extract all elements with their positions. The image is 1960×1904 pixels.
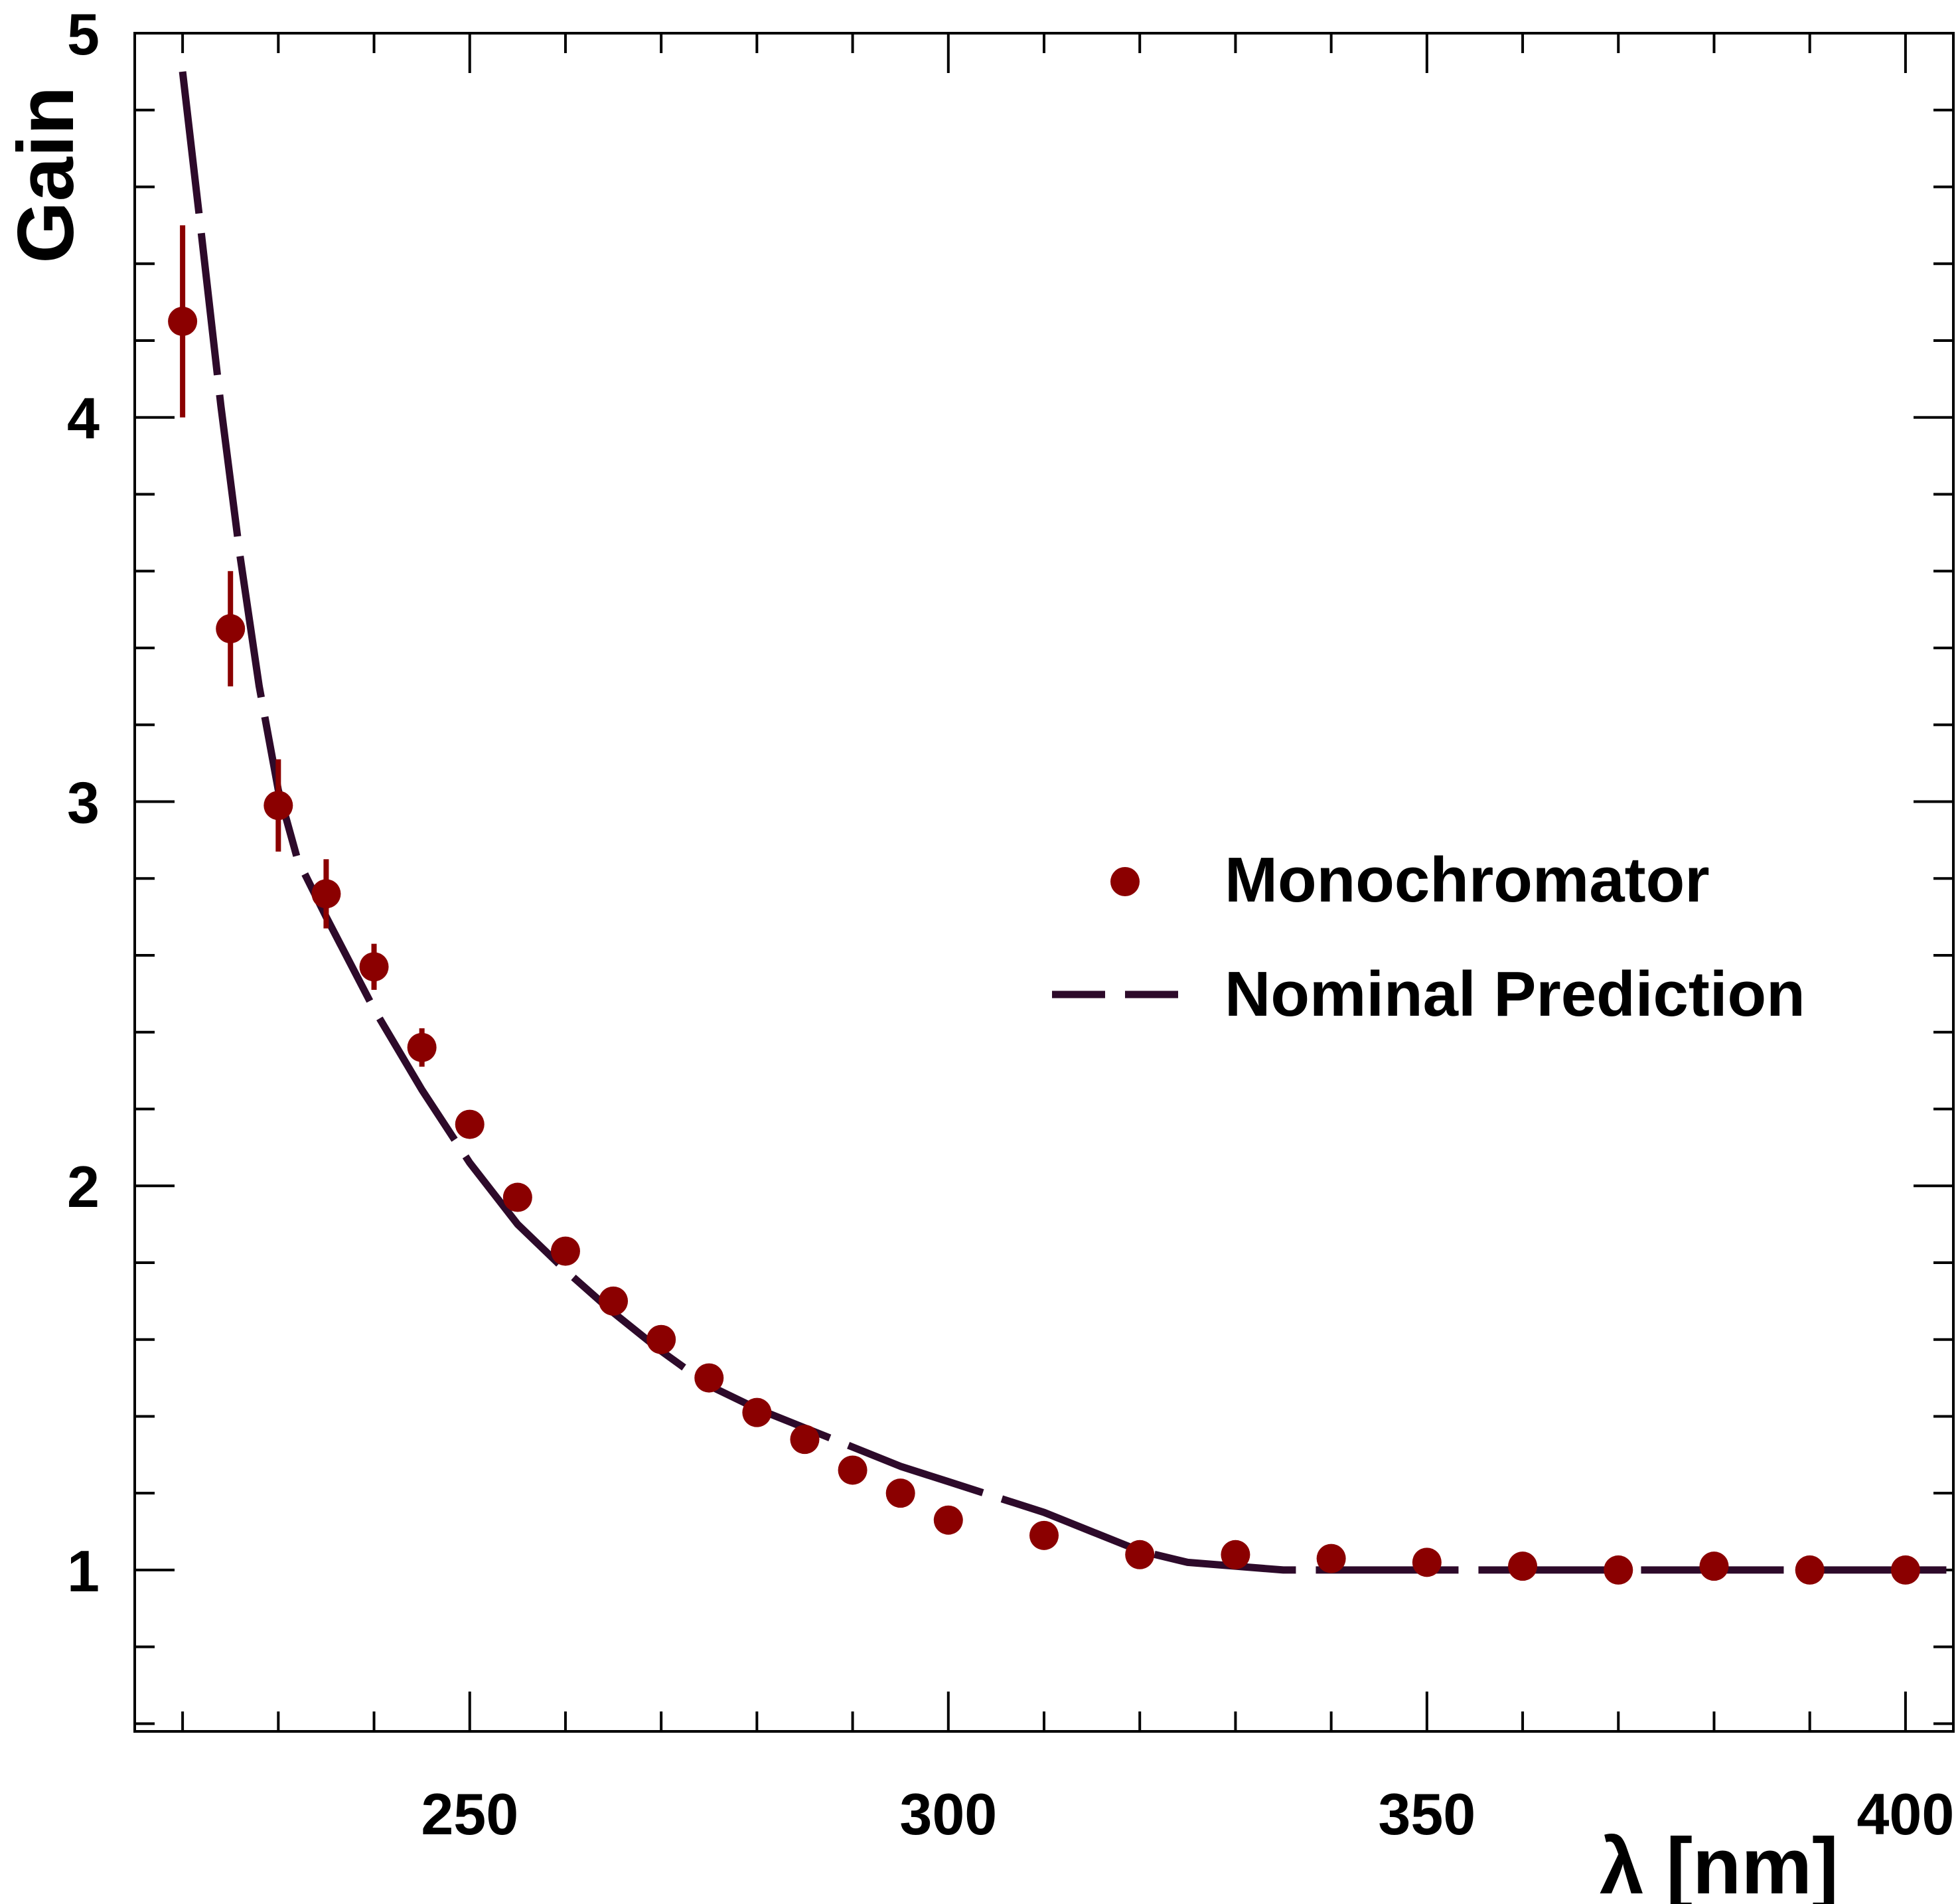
x-tick-label: 400 bbox=[1856, 1781, 1954, 1847]
y-tick-label: 4 bbox=[67, 386, 100, 451]
data-point bbox=[790, 1425, 820, 1455]
data-point bbox=[1890, 1555, 1920, 1585]
plot-frame bbox=[133, 32, 1955, 1733]
data-point bbox=[1412, 1547, 1442, 1577]
data-point bbox=[933, 1505, 963, 1535]
data-point bbox=[838, 1455, 867, 1485]
data-point bbox=[264, 791, 293, 821]
data-point bbox=[742, 1397, 772, 1427]
data-point bbox=[1125, 1540, 1155, 1569]
y-tick-label: 2 bbox=[67, 1154, 100, 1220]
x-axis-label: λ [nm] bbox=[1600, 1822, 1839, 1904]
data-point bbox=[1221, 1540, 1250, 1569]
y-axis-label: Gain bbox=[1, 86, 90, 264]
tick-labels: 250 300 350 400 1 2 3 4 5 bbox=[67, 1, 1954, 1847]
legend-marker-monochromator bbox=[1110, 867, 1140, 896]
data-point bbox=[1508, 1551, 1538, 1581]
data-point bbox=[599, 1286, 629, 1316]
data-point bbox=[1029, 1520, 1059, 1550]
data-point bbox=[694, 1363, 724, 1393]
nominal-prediction-curve bbox=[179, 71, 1953, 1574]
nominal-prediction-line bbox=[179, 71, 1953, 1574]
data-point bbox=[646, 1324, 676, 1354]
legend-label-monochromator: Monochromator bbox=[1225, 844, 1710, 915]
data-point bbox=[168, 307, 198, 337]
y-tick-label: 3 bbox=[67, 769, 100, 835]
y-tick-label: 5 bbox=[67, 1, 100, 67]
data-point bbox=[1699, 1551, 1729, 1581]
data-point bbox=[455, 1109, 485, 1139]
data-point bbox=[502, 1182, 532, 1212]
data-point bbox=[359, 952, 389, 982]
monochromator-points bbox=[168, 225, 1920, 1585]
x-tick-label: 250 bbox=[421, 1781, 518, 1847]
legend-label-nominal-prediction: Nominal Prediction bbox=[1225, 959, 1805, 1030]
data-point bbox=[1316, 1544, 1346, 1573]
x-tick-label: 300 bbox=[899, 1781, 997, 1847]
data-point bbox=[1604, 1555, 1633, 1585]
data-point bbox=[1795, 1555, 1825, 1585]
legend: Monochromator Nominal Prediction bbox=[1052, 844, 1805, 1030]
data-point bbox=[885, 1478, 915, 1508]
data-point bbox=[550, 1236, 580, 1266]
data-point bbox=[407, 1032, 437, 1062]
data-point bbox=[311, 879, 341, 909]
x-tick-label: 350 bbox=[1378, 1781, 1475, 1847]
data-point bbox=[216, 614, 246, 644]
y-tick-label: 1 bbox=[67, 1538, 100, 1604]
